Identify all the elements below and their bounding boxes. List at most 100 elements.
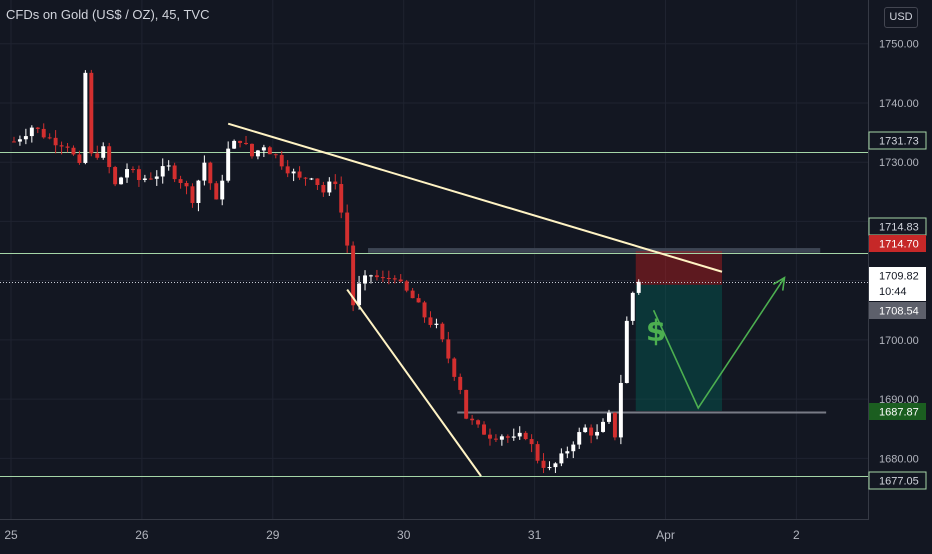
candle-body (315, 178, 320, 186)
candle-body (589, 427, 594, 436)
candle-body (250, 143, 254, 157)
candle-body (273, 154, 278, 156)
candle-body (482, 424, 486, 435)
candle-body (333, 181, 338, 185)
candle-body (172, 165, 177, 180)
candle-body (125, 169, 129, 178)
candle-body (553, 463, 558, 468)
candle-body (178, 179, 183, 183)
candle-body (392, 278, 397, 280)
candle-body (131, 169, 135, 171)
time-axis[interactable]: 25 26 29 30 31 Apr 2 (0, 520, 869, 550)
candle-body (547, 467, 552, 469)
grid-lines (0, 0, 868, 519)
candle-body (416, 298, 421, 303)
lower-trendline (346, 288, 482, 477)
candle-body (196, 180, 201, 203)
candle-body (214, 183, 219, 200)
candle-body (297, 171, 302, 178)
candle-body (601, 421, 605, 432)
price-tick-label: 1700.00 (879, 335, 919, 347)
candle-body (488, 434, 492, 439)
price-tick-label: 1730.00 (879, 157, 919, 169)
candle-body (41, 128, 46, 138)
candle-body (107, 146, 112, 168)
candle-body (238, 140, 243, 143)
candle-body (636, 281, 641, 293)
time-tick-label: 30 (397, 528, 411, 542)
candles (12, 69, 641, 474)
candle-body (244, 142, 248, 144)
candle-body (541, 460, 546, 468)
candle-body (422, 302, 427, 318)
candle-body (369, 275, 373, 277)
candle-body (410, 290, 415, 299)
time-tick-label: 25 (4, 528, 18, 542)
price-tick-label: 1740.00 (879, 98, 919, 110)
time-tick-label: 31 (528, 528, 542, 542)
price-tag-box (869, 267, 926, 301)
candle-body (357, 283, 362, 306)
candle-body (386, 277, 391, 279)
candle-body (255, 150, 260, 157)
candle-body (65, 146, 70, 148)
candle-body (363, 275, 367, 284)
candle-body (160, 166, 165, 177)
candle-body (113, 167, 118, 185)
candle-body (517, 432, 522, 437)
candle-body (303, 177, 308, 179)
candle-body (119, 177, 124, 185)
price-tag-label: 1709.82 (879, 271, 919, 283)
candle-body (291, 171, 296, 174)
price-tags: 1731.73 1714.83 1714.70 1709.82 10:44 1708.54… (868, 131, 927, 490)
candle-body (499, 436, 504, 440)
candle-body (148, 178, 153, 180)
time-tick-label: 2 (793, 528, 800, 542)
candle-body (458, 376, 463, 390)
candle-body (285, 166, 290, 174)
candle-body (309, 178, 314, 180)
currency-button[interactable]: USD (884, 7, 918, 28)
candle-body (29, 127, 34, 137)
take-profit-zone (635, 284, 723, 411)
price-tag-box (868, 471, 927, 490)
candle-body (493, 438, 498, 440)
price-tag-label: 1714.83 (879, 222, 919, 234)
candle-body (523, 432, 528, 440)
price-tick-label: 1680.00 (879, 453, 919, 465)
candle-body (351, 245, 356, 306)
candle-body (226, 148, 231, 181)
candle-body (583, 427, 588, 433)
candle-body (12, 141, 16, 143)
candle-body (529, 439, 534, 445)
candle-body (476, 420, 481, 425)
price-tag-label: 1714.70 (879, 239, 919, 251)
bar-countdown-label: 10:44 (879, 286, 907, 298)
candle-body (95, 153, 100, 158)
price-tag-box (868, 131, 927, 150)
candle-body (77, 154, 82, 163)
time-tick-label: 29 (266, 528, 280, 542)
candle-body (434, 323, 439, 325)
candle-body (505, 436, 510, 438)
candle-body (374, 275, 379, 278)
candle-body (559, 453, 564, 464)
price-tag-label: 1677.05 (879, 476, 919, 488)
candle-body (535, 444, 540, 461)
time-tick-label: 26 (135, 528, 149, 542)
upper-trendline (227, 122, 723, 273)
candle-body (571, 444, 576, 452)
candle-body (17, 139, 22, 142)
candle-body (267, 147, 272, 155)
candle-body (464, 389, 469, 419)
candle-body (261, 147, 266, 151)
candle-body (279, 154, 284, 167)
candle-body (47, 137, 52, 139)
candle-body (59, 145, 64, 147)
candle-body (232, 140, 237, 149)
candle-body (327, 181, 332, 193)
candle-body (190, 186, 195, 203)
